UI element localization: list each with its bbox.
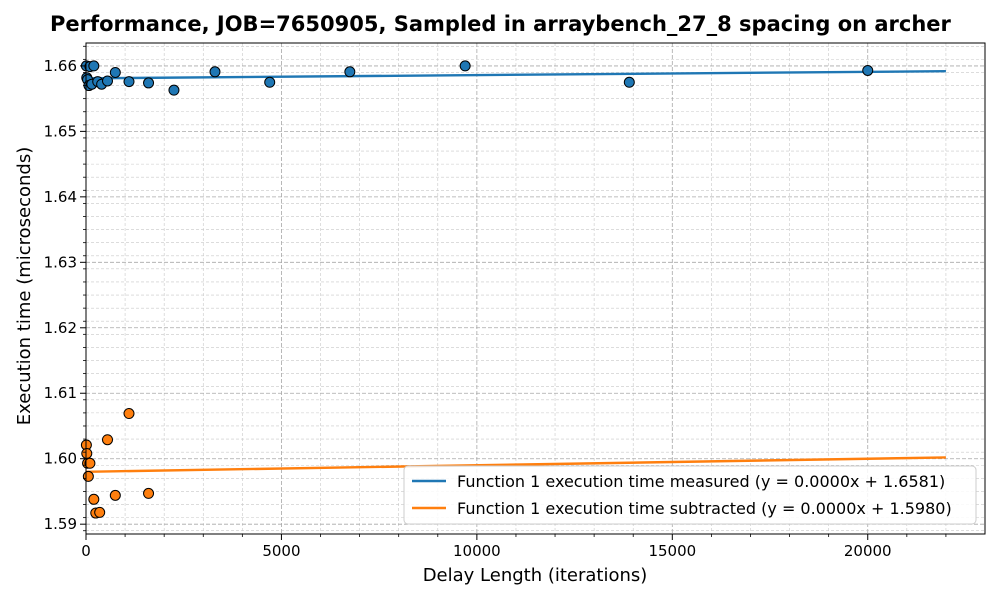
data-point bbox=[168, 84, 180, 96]
axes-frame bbox=[85, 42, 986, 535]
legend-entry-label: Function 1 execution time subtracted (y … bbox=[457, 499, 952, 518]
y-tick-label: 1.63 bbox=[44, 253, 77, 271]
legend-box bbox=[403, 465, 977, 525]
data-point bbox=[88, 493, 100, 505]
legend: Function 1 execution time measured (y = … bbox=[403, 465, 977, 525]
legend-entry-label: Function 1 execution time measured (y = … bbox=[457, 472, 945, 491]
x-tick-label: 10000 bbox=[453, 542, 501, 560]
chart-title: Performance, JOB=7650905, Sampled in arr… bbox=[50, 12, 952, 36]
y-tick-label: 1.60 bbox=[44, 450, 77, 468]
y-tick-label: 1.59 bbox=[44, 515, 77, 533]
y-tick-label: 1.61 bbox=[44, 384, 77, 402]
x-tick-label: 0 bbox=[81, 542, 91, 560]
data-point bbox=[344, 66, 356, 78]
data-point bbox=[81, 447, 93, 459]
data-point bbox=[264, 76, 276, 88]
fit-line-series-2 bbox=[85, 456, 946, 474]
data-point bbox=[459, 60, 471, 72]
data-point bbox=[143, 77, 155, 89]
data-point bbox=[143, 487, 155, 499]
data-point bbox=[623, 76, 635, 88]
data-point bbox=[82, 470, 94, 482]
minor-grid bbox=[86, 43, 985, 534]
data-point bbox=[109, 489, 121, 501]
data-point bbox=[109, 66, 121, 78]
data-point bbox=[862, 64, 874, 76]
y-axis-label: Execution time (microseconds) bbox=[14, 147, 35, 426]
data-point bbox=[101, 434, 113, 446]
y-tick-label: 1.66 bbox=[44, 57, 77, 75]
x-axis-label: Delay Length (iterations) bbox=[423, 565, 648, 586]
x-tick-label: 5000 bbox=[262, 542, 300, 560]
fit-line-series-1 bbox=[85, 69, 946, 80]
data-point bbox=[101, 75, 113, 87]
x-tick-label: 20000 bbox=[844, 542, 892, 560]
data-point bbox=[209, 66, 221, 78]
data-point bbox=[84, 457, 96, 469]
series-2-points bbox=[80, 408, 155, 519]
data-point bbox=[94, 506, 106, 518]
data-point bbox=[88, 60, 100, 72]
y-tick-label: 1.62 bbox=[44, 319, 77, 337]
plot-area: 0 5000 10000 15000 20000 1.59 1.60 1.61 1.62 1.63… bbox=[44, 42, 986, 560]
data-point bbox=[123, 76, 135, 88]
x-tick-label: 15000 bbox=[648, 542, 696, 560]
y-tick-label: 1.64 bbox=[44, 188, 77, 206]
data-point bbox=[123, 408, 135, 420]
y-tick-label: 1.65 bbox=[44, 122, 77, 140]
